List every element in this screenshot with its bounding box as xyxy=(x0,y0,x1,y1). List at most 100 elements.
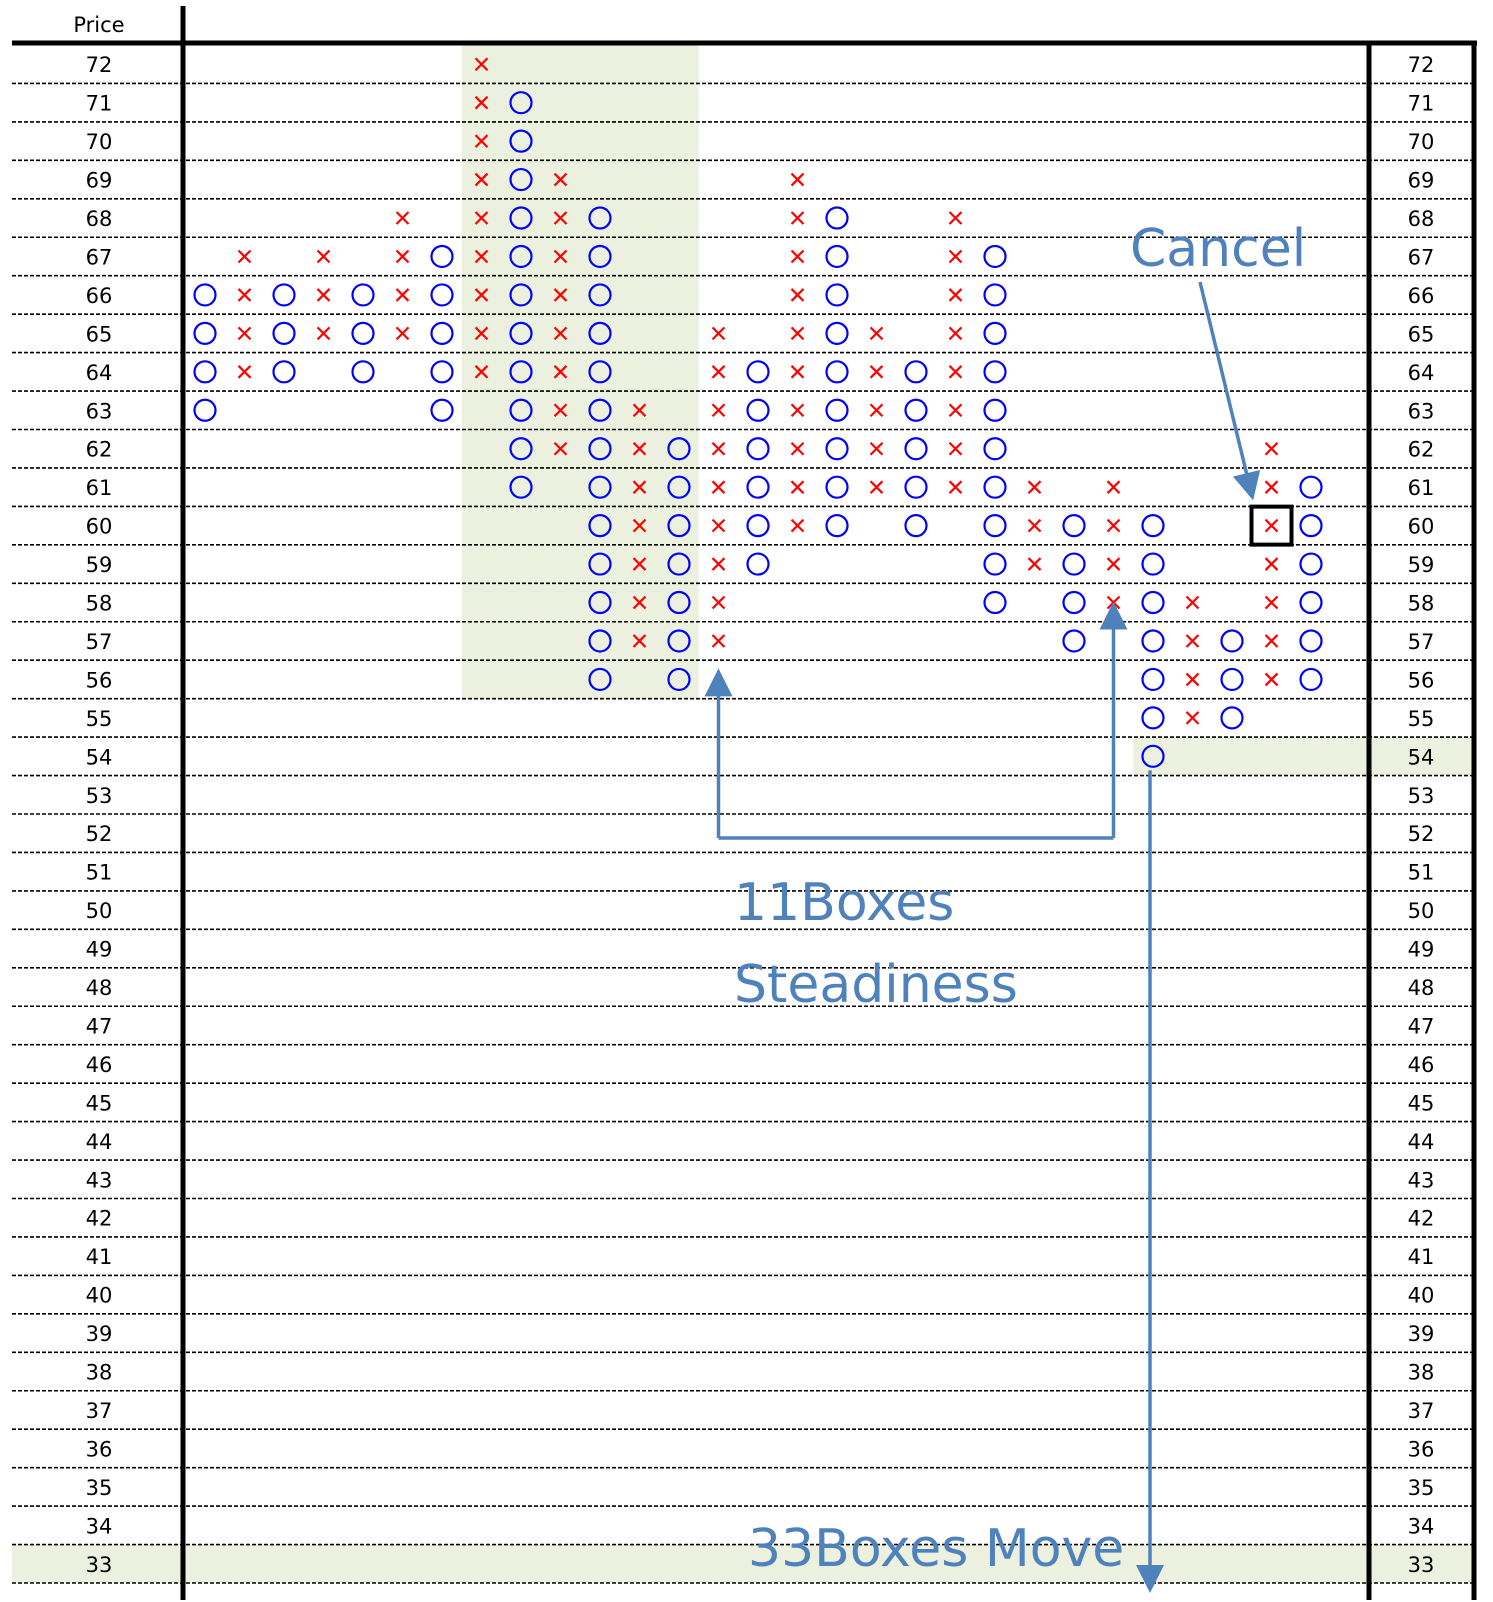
x-mark xyxy=(553,441,568,456)
price-label-right: 64 xyxy=(1408,361,1435,385)
price-label-left: 37 xyxy=(86,1399,113,1423)
price-label-right: 33 xyxy=(1408,1553,1435,1577)
price-label-left: 42 xyxy=(86,1207,113,1231)
o-mark xyxy=(509,437,533,461)
x-mark xyxy=(395,326,410,341)
x-mark xyxy=(711,365,726,379)
o-mark xyxy=(1299,590,1323,615)
o-mark xyxy=(983,283,1007,307)
o-mark xyxy=(509,129,533,153)
price-label-left: 72 xyxy=(86,53,113,77)
o-mark xyxy=(588,321,612,345)
price-label-left: 43 xyxy=(86,1168,113,1192)
price-label-right: 58 xyxy=(1408,592,1435,616)
price-labels: 72 72 71 71 70 70 69 69 68 68 67 67 66 66 65 65 64 64 63 63… xyxy=(86,53,1435,1577)
o-mark xyxy=(509,360,533,384)
price-label-left: 36 xyxy=(86,1437,113,1461)
move-label: 33Boxes Move xyxy=(748,1519,1124,1579)
o-mark xyxy=(272,283,296,307)
x-mark xyxy=(1264,557,1279,571)
o-mark xyxy=(588,398,612,422)
price-label-left: 44 xyxy=(86,1130,113,1154)
x-mark xyxy=(1264,595,1279,610)
price-label-right: 62 xyxy=(1408,438,1435,462)
x-mark xyxy=(790,288,805,302)
x-mark xyxy=(1106,518,1121,533)
x-mark xyxy=(474,249,489,264)
o-mark xyxy=(272,321,296,345)
o-mark xyxy=(983,360,1007,384)
cancel-label: Cancel xyxy=(1130,219,1306,279)
price-label-right: 43 xyxy=(1408,1168,1435,1192)
x-mark xyxy=(948,480,963,494)
price-label-left: 55 xyxy=(86,707,113,731)
price-label-left: 46 xyxy=(86,1053,113,1077)
price-label-right: 69 xyxy=(1408,169,1435,193)
price-label-right: 71 xyxy=(1408,92,1435,116)
x-mark xyxy=(1264,672,1279,687)
o-mark xyxy=(1220,667,1244,692)
price-label-left: 39 xyxy=(86,1322,113,1346)
o-mark xyxy=(667,514,691,538)
o-mark xyxy=(904,475,928,499)
price-label-right: 63 xyxy=(1408,399,1435,423)
price-label-left: 69 xyxy=(86,169,113,193)
o-mark xyxy=(983,590,1007,615)
x-mark xyxy=(1027,480,1042,494)
o-mark xyxy=(1299,514,1323,538)
o-mark xyxy=(1141,629,1165,653)
o-mark xyxy=(983,398,1007,422)
o-mark xyxy=(1062,514,1086,538)
price-label-left: 68 xyxy=(86,207,113,231)
x-mark xyxy=(948,441,963,456)
price-label-right: 65 xyxy=(1408,322,1435,346)
price-label-right: 41 xyxy=(1408,1245,1435,1269)
x-mark xyxy=(632,441,647,456)
price-label-right: 60 xyxy=(1408,515,1435,539)
o-mark xyxy=(351,321,375,345)
x-mark xyxy=(869,480,884,494)
x-mark xyxy=(711,403,726,418)
price-label-right: 38 xyxy=(1408,1361,1435,1385)
o-mark xyxy=(904,360,928,384)
x-mark xyxy=(632,480,647,494)
o-mark xyxy=(1141,706,1165,730)
x-mark xyxy=(1106,595,1121,610)
price-label-left: 52 xyxy=(86,822,113,846)
price-label-left: 51 xyxy=(86,861,113,885)
x-mark xyxy=(869,403,884,418)
x-mark xyxy=(395,288,410,302)
o-mark xyxy=(509,91,533,115)
price-label-left: 48 xyxy=(86,976,113,1000)
shaded-zone xyxy=(1133,737,1371,776)
price-label-right: 61 xyxy=(1408,476,1435,500)
x-mark xyxy=(948,211,963,225)
o-mark xyxy=(746,437,770,461)
o-mark xyxy=(272,360,296,384)
chart-frame xyxy=(12,6,1477,1600)
x-mark xyxy=(316,249,331,264)
o-mark xyxy=(667,667,691,692)
x-mark xyxy=(711,595,726,610)
o-mark xyxy=(667,629,691,653)
price-label-left: 47 xyxy=(86,1014,113,1038)
x-mark xyxy=(948,249,963,264)
o-mark xyxy=(746,360,770,384)
price-label-left: 66 xyxy=(86,284,113,308)
x-mark xyxy=(632,557,647,571)
x-mark xyxy=(474,57,489,72)
o-mark xyxy=(509,283,533,307)
price-label-right: 50 xyxy=(1408,899,1435,923)
price-label-right: 44 xyxy=(1408,1130,1435,1154)
o-mark xyxy=(667,552,691,576)
o-mark xyxy=(430,283,454,307)
cancel-highlight-box xyxy=(1249,504,1294,547)
x-mark xyxy=(474,211,489,225)
x-mark xyxy=(1185,595,1200,610)
price-label-left: 59 xyxy=(86,553,113,577)
price-label-left: 34 xyxy=(86,1514,113,1538)
o-mark xyxy=(667,590,691,615)
x-mark xyxy=(711,634,726,648)
x-mark xyxy=(237,326,252,341)
